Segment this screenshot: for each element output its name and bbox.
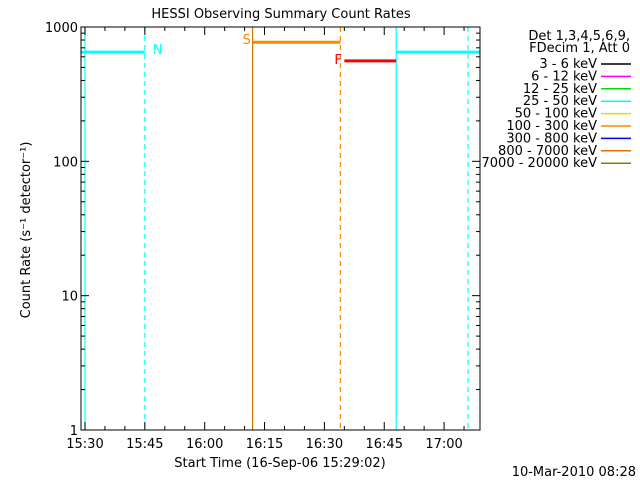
legend-entry-label: 800 - 7000 keV xyxy=(498,144,597,159)
x-tick-label: 17:00 xyxy=(425,437,462,452)
interval-label: F xyxy=(334,53,341,68)
chart-title: HESSI Observing Summary Count Rates xyxy=(151,7,410,22)
legend-entry-label: 12 - 25 keV xyxy=(523,82,597,97)
x-axis-label: Start Time (16-Sep-06 15:29:02) xyxy=(174,456,385,471)
x-tick-label: 16:15 xyxy=(246,437,283,452)
x-tick-label: 16:30 xyxy=(306,437,343,452)
interval-label: N xyxy=(153,43,163,58)
y-tick-label: 100 xyxy=(53,155,78,170)
interval-label: S xyxy=(243,33,251,48)
y-tick-label: 10 xyxy=(61,290,78,305)
legend-entry-label: 300 - 800 keV xyxy=(506,131,597,146)
y-tick-label: 1000 xyxy=(45,21,78,36)
legend-header: FDecim 1, Att 0 xyxy=(529,41,630,56)
y-tick-label: 1 xyxy=(70,424,78,439)
legend-entry-label: 3 - 6 keV xyxy=(539,57,597,72)
x-tick-label: 15:30 xyxy=(66,437,103,452)
legend-entry-label: 100 - 300 keV xyxy=(506,119,597,134)
x-tick-label: 16:45 xyxy=(366,437,403,452)
legend-entry-label: 25 - 50 keV xyxy=(523,94,597,109)
legend-entry-label: 6 - 12 keV xyxy=(531,69,597,84)
x-tick-label: 15:45 xyxy=(126,437,163,452)
y-axis-label: Count Rate (s⁻¹ detector⁻¹) xyxy=(19,142,34,319)
legend-entry-label: 7000 - 20000 keV xyxy=(482,156,598,171)
plot-frame xyxy=(80,26,481,431)
x-tick-label: 16:00 xyxy=(186,437,223,452)
footer-timestamp: 10-Mar-2010 08:28 xyxy=(512,465,636,480)
legend-entry-label: 50 - 100 keV xyxy=(515,107,598,122)
legend-header: Det 1,3,4,5,6,9, xyxy=(528,29,630,44)
